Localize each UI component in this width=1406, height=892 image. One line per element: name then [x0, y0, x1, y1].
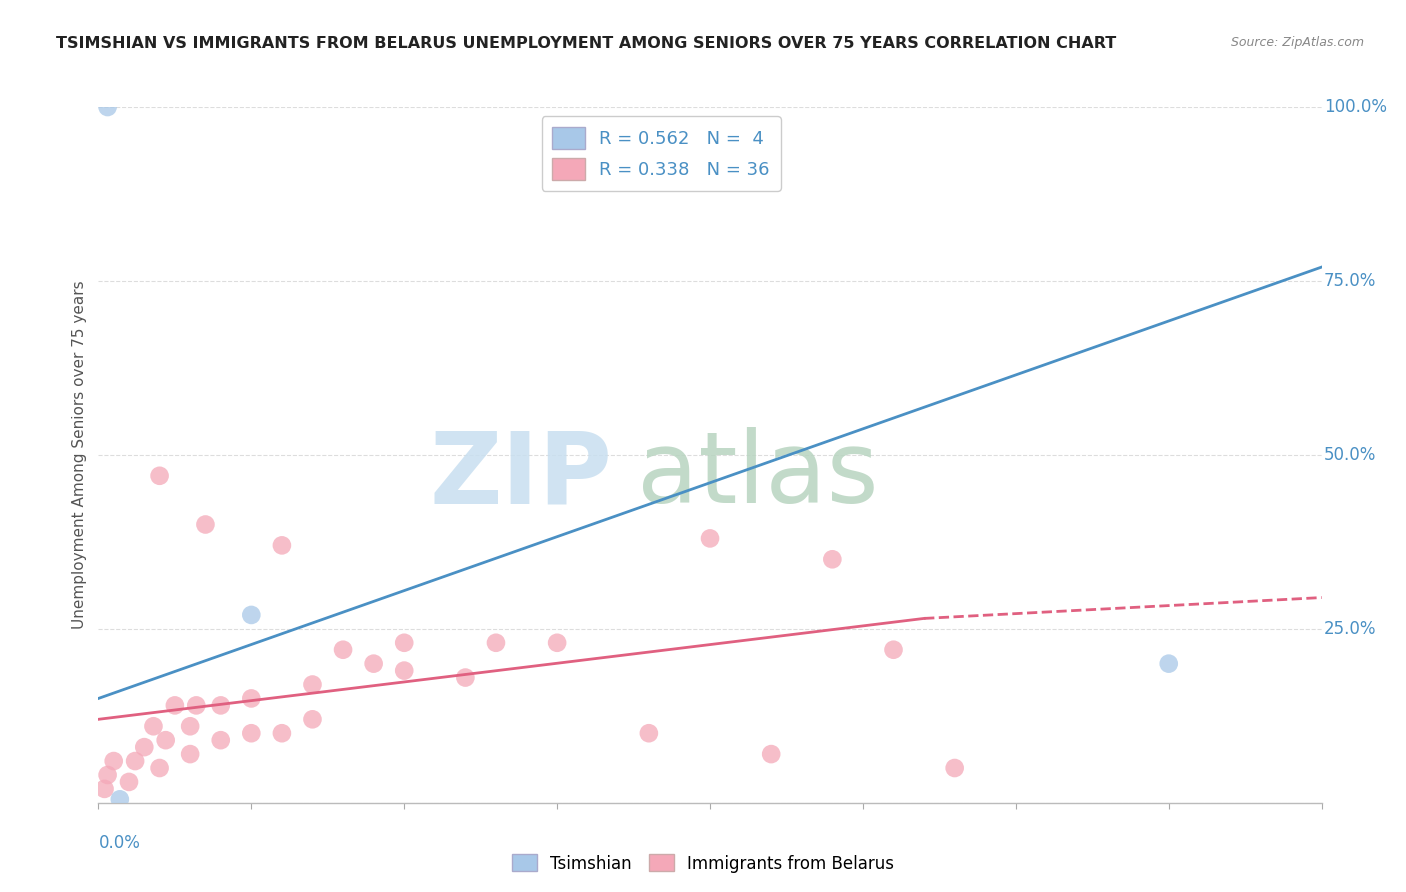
Point	[142, 719, 165, 733]
Text: 0.0%: 0.0%	[98, 834, 141, 852]
Point	[454, 671, 477, 685]
Point	[699, 532, 721, 546]
Point	[103, 754, 125, 768]
Point	[155, 733, 177, 747]
Point	[179, 719, 201, 733]
Y-axis label: Unemployment Among Seniors over 75 years: Unemployment Among Seniors over 75 years	[72, 281, 87, 629]
Point	[209, 733, 232, 747]
Legend: R = 0.562   N =  4, R = 0.338   N = 36: R = 0.562 N = 4, R = 0.338 N = 36	[541, 116, 780, 191]
Point	[97, 100, 120, 114]
Point	[194, 517, 217, 532]
Point	[637, 726, 661, 740]
Point	[93, 781, 115, 796]
Legend: Tsimshian, Immigrants from Belarus: Tsimshian, Immigrants from Belarus	[505, 847, 901, 880]
Text: 75.0%: 75.0%	[1324, 272, 1376, 290]
Point	[1157, 657, 1180, 671]
Point	[179, 747, 201, 761]
Point	[759, 747, 782, 761]
Point	[392, 636, 416, 650]
Point	[270, 538, 294, 552]
Text: TSIMSHIAN VS IMMIGRANTS FROM BELARUS UNEMPLOYMENT AMONG SENIORS OVER 75 YEARS CO: TSIMSHIAN VS IMMIGRANTS FROM BELARUS UNE…	[56, 36, 1116, 51]
Point	[134, 740, 156, 755]
Point	[301, 712, 323, 726]
Point	[363, 657, 385, 671]
Point	[186, 698, 208, 713]
Text: atlas: atlas	[637, 427, 879, 524]
Point	[108, 792, 131, 806]
Point	[270, 726, 294, 740]
Point	[240, 607, 263, 622]
Text: 25.0%: 25.0%	[1324, 620, 1376, 638]
Point	[97, 768, 120, 782]
Point	[209, 698, 232, 713]
Text: ZIP: ZIP	[429, 427, 612, 524]
Point	[301, 677, 323, 691]
Point	[149, 761, 172, 775]
Point	[124, 754, 146, 768]
Point	[118, 775, 141, 789]
Point	[240, 691, 263, 706]
Point	[240, 726, 263, 740]
Text: 100.0%: 100.0%	[1324, 98, 1388, 116]
Point	[149, 468, 172, 483]
Text: 50.0%: 50.0%	[1324, 446, 1376, 464]
Point	[883, 642, 905, 657]
Point	[485, 636, 508, 650]
Text: Source: ZipAtlas.com: Source: ZipAtlas.com	[1230, 36, 1364, 49]
Point	[821, 552, 844, 566]
Point	[546, 636, 568, 650]
Point	[392, 664, 416, 678]
Point	[332, 642, 354, 657]
Point	[163, 698, 186, 713]
Point	[943, 761, 966, 775]
